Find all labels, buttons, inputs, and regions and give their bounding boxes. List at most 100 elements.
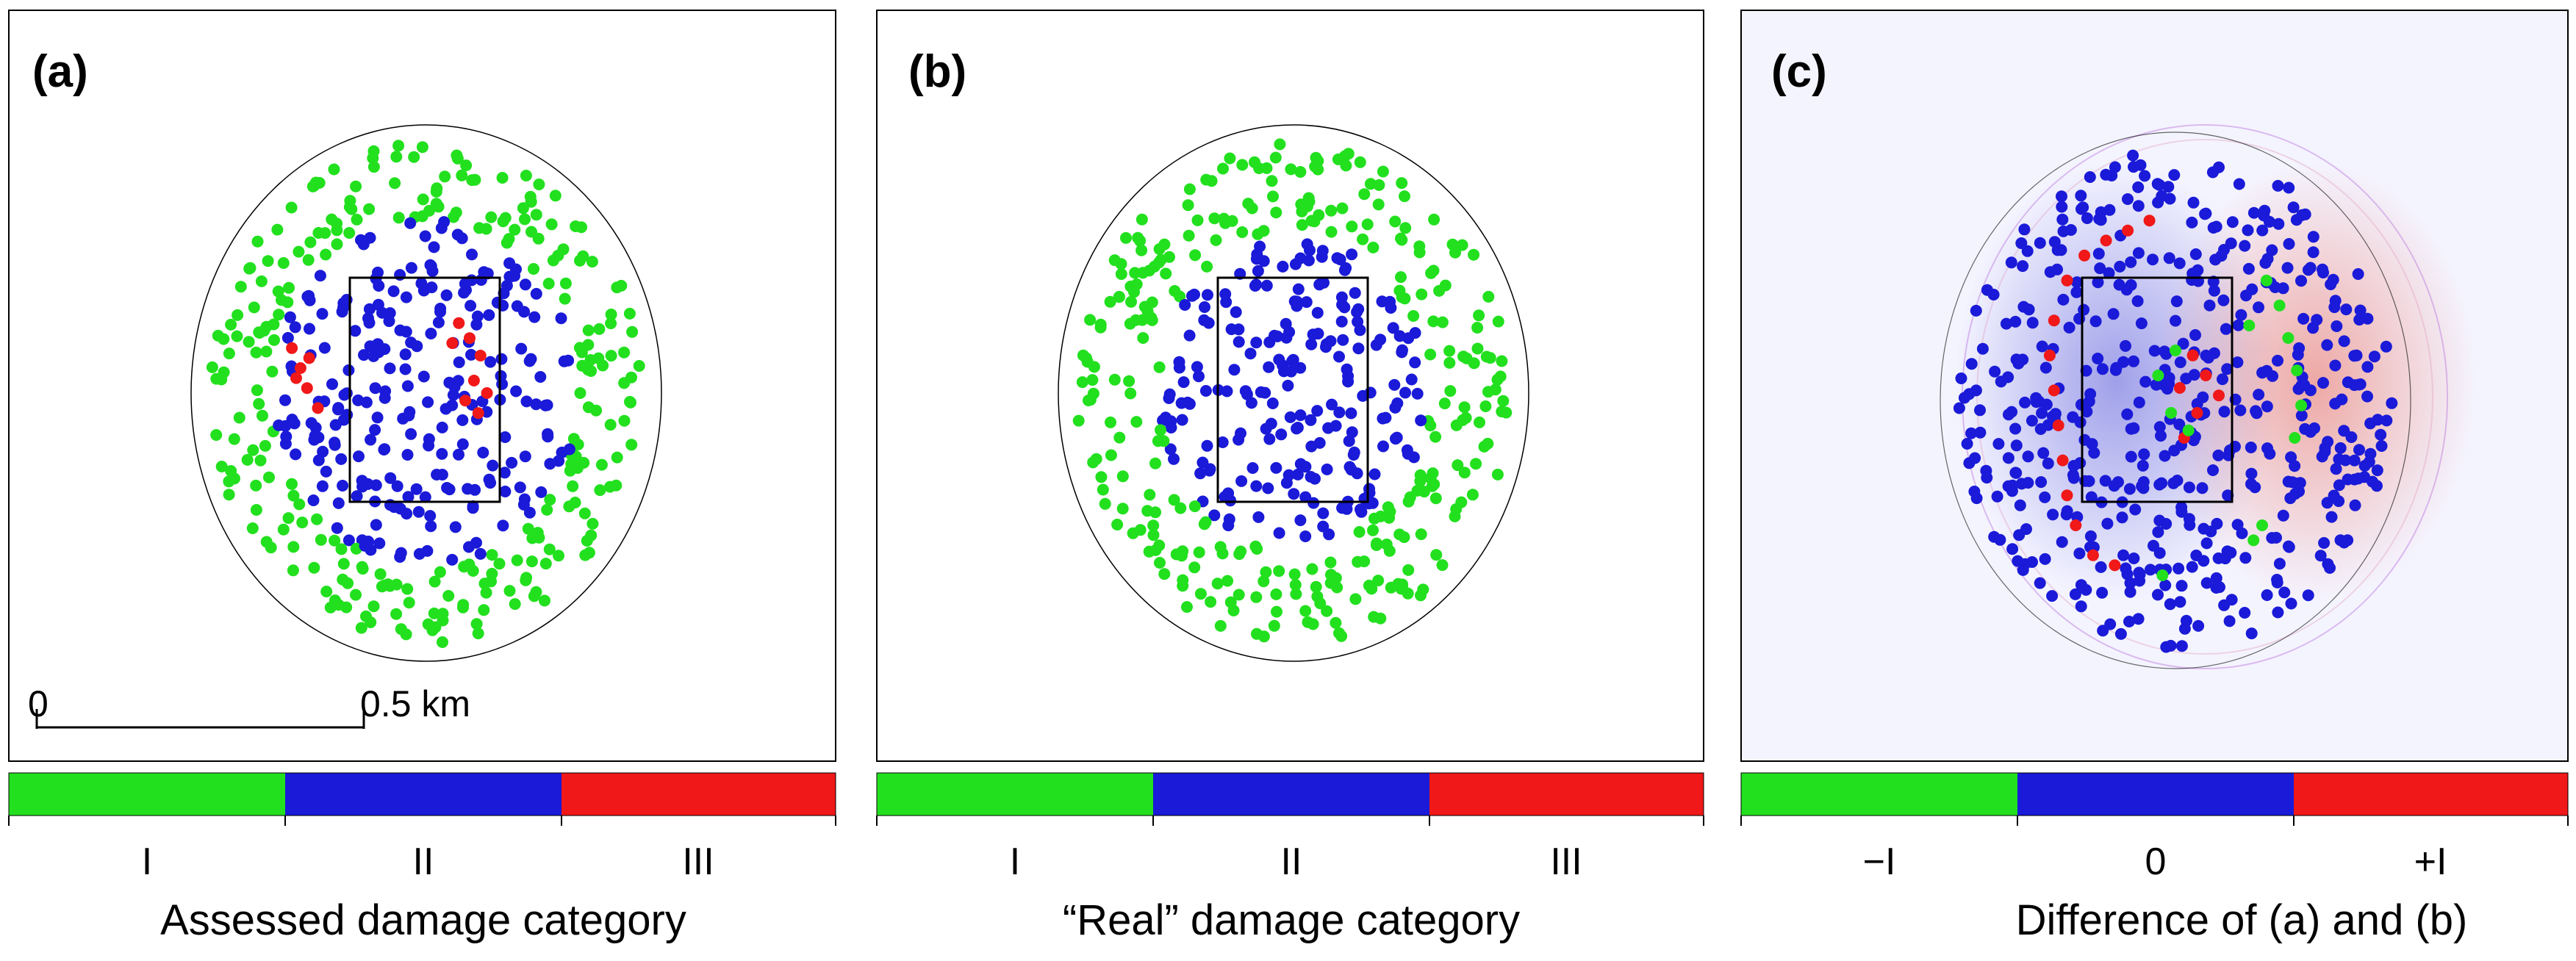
- data-point: [1149, 457, 1161, 469]
- data-point: [1257, 575, 1270, 588]
- data-point: [543, 543, 556, 555]
- data-point: [520, 574, 532, 586]
- data-point: [311, 513, 323, 525]
- data-point-zero: [1995, 375, 2007, 388]
- data-point: [1273, 353, 1285, 366]
- data-point: [1246, 462, 1259, 474]
- data-point: [501, 279, 513, 292]
- data-point-zero: [2069, 588, 2081, 600]
- data-point: [1217, 162, 1229, 175]
- data-point: [497, 215, 509, 228]
- data-point: [1291, 422, 1304, 433]
- data-point-zero: [2361, 312, 2374, 325]
- data-point: [378, 343, 391, 356]
- data-point-zero: [2317, 267, 2329, 278]
- data-point: [1308, 215, 1321, 228]
- data-point: [254, 327, 266, 339]
- data-point: [384, 362, 396, 375]
- panel-c-xlabel: Difference of (a) and (b): [2016, 896, 2468, 944]
- data-point: [1123, 375, 1135, 387]
- data-point: [423, 204, 435, 217]
- data-point: [349, 325, 362, 337]
- data-point-zero: [2019, 558, 2031, 570]
- data-point-zero: [2187, 434, 2200, 447]
- data-point: [509, 223, 521, 236]
- data-point-zero: [2125, 450, 2137, 463]
- data-point: [611, 451, 623, 464]
- data-point: [316, 308, 329, 320]
- data-point-zero: [1974, 426, 1987, 439]
- data-point: [394, 269, 406, 281]
- data-point-zero: [2200, 577, 2213, 589]
- data-point-zero: [1963, 457, 1976, 469]
- data-point: [520, 395, 533, 408]
- data-point: [483, 309, 495, 321]
- data-point: [1137, 332, 1149, 344]
- data-point: [1177, 580, 1189, 592]
- data-point: [287, 564, 299, 577]
- data-point-zero: [2197, 391, 2209, 403]
- data-point: [430, 198, 442, 210]
- data-point: [365, 616, 377, 628]
- data-point: [1266, 397, 1279, 409]
- data-point-zero: [2170, 314, 2181, 327]
- data-point: [1252, 228, 1264, 240]
- data-point: [1154, 557, 1166, 569]
- data-point: [337, 558, 350, 570]
- panel-a-colorbar: [8, 772, 836, 826]
- data-point-zero: [2322, 558, 2334, 570]
- data-point: [343, 227, 356, 239]
- data-point: [350, 180, 362, 192]
- data-point: [408, 151, 420, 163]
- data-point: [421, 544, 434, 557]
- data-point: [1324, 556, 1337, 569]
- data-point: [1250, 591, 1263, 603]
- data-point: [309, 430, 321, 442]
- data-point: [1482, 290, 1495, 303]
- data-point: [1455, 496, 1468, 508]
- data-point-plus-one: [2213, 389, 2225, 402]
- data-point-zero: [2034, 577, 2046, 589]
- data-point-zero: [2200, 537, 2213, 550]
- data-point-zero: [2153, 421, 2166, 433]
- data-point-zero: [2077, 201, 2089, 214]
- data-point: [233, 411, 245, 424]
- data-point: [480, 586, 492, 599]
- data-point-zero: [2184, 519, 2196, 531]
- data-point-zero: [2329, 359, 2342, 372]
- data-point: [1283, 326, 1296, 338]
- data-point: [528, 263, 539, 275]
- data-point-zero: [1981, 472, 1993, 484]
- data-point: [1301, 201, 1313, 212]
- data-point: [331, 238, 343, 251]
- data-point-zero: [2084, 530, 2097, 542]
- panel-a-frame: [8, 10, 836, 762]
- data-point: [1290, 588, 1302, 600]
- data-point-zero: [2124, 586, 2136, 598]
- data-point-zero: [2109, 161, 2121, 173]
- data-point: [392, 140, 405, 152]
- data-point-zero: [2381, 414, 2393, 427]
- data-point: [374, 568, 387, 580]
- data-point: [250, 479, 262, 492]
- data-point: [1158, 568, 1171, 580]
- data-point-zero: [2272, 354, 2283, 367]
- data-point: [465, 348, 477, 361]
- data-point: [1086, 374, 1099, 386]
- panel-a-inner-square: [348, 276, 501, 503]
- data-point-zero: [2056, 190, 2067, 203]
- data-point: [428, 241, 440, 253]
- data-point: [231, 330, 243, 342]
- data-point: [1173, 361, 1185, 374]
- data-point-zero: [2095, 561, 2107, 573]
- data-point-zero: [2123, 616, 2135, 627]
- data-point: [1076, 376, 1088, 389]
- data-point-zero: [1989, 365, 2001, 378]
- data-point: [234, 281, 247, 293]
- data-point-zero: [2005, 256, 2017, 269]
- data-point: [585, 529, 598, 541]
- data-point-zero: [2039, 361, 2052, 374]
- data-point: [263, 471, 275, 483]
- data-point-zero: [2192, 619, 2205, 632]
- data-point: [1203, 464, 1216, 477]
